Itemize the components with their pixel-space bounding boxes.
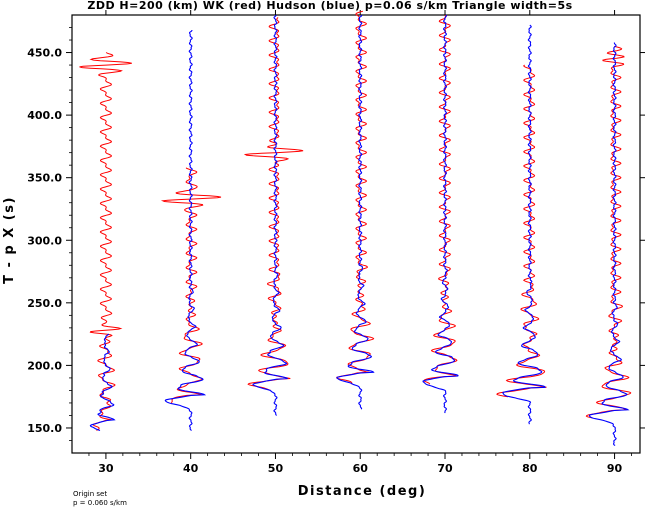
trace-blue-60: [336, 14, 375, 410]
trace-red-70: [423, 14, 458, 385]
trace-red-50: [243, 17, 304, 391]
x-tick-label: 60: [353, 462, 369, 475]
footnote-origin: Origin set: [73, 490, 107, 498]
chart-title: ZDD H=200 (km) WK (red) Hudson (blue) p=…: [87, 0, 572, 12]
y-axis-title: T - p X (s): [2, 196, 17, 284]
y-tick-label: 200.0: [27, 359, 62, 372]
trace-blue-40: [164, 30, 207, 431]
x-tick-label: 40: [183, 462, 199, 475]
x-tick-label: 80: [522, 462, 538, 475]
y-tick-label: 300.0: [27, 234, 62, 247]
y-tick-label: 350.0: [27, 172, 62, 185]
trace-blue-50: [252, 14, 288, 416]
trace-red-30: [79, 52, 132, 431]
y-tick-label: 250.0: [27, 297, 62, 310]
trace-red-60: [336, 10, 375, 385]
seismogram-traces: [79, 10, 632, 446]
trace-red-90: [585, 45, 632, 419]
trace-blue-70: [422, 14, 459, 414]
y-tick-label: 150.0: [27, 422, 62, 435]
x-tick-label: 30: [98, 462, 114, 475]
y-tick-label: 400.0: [27, 109, 62, 122]
x-tick-label: 70: [437, 462, 453, 475]
trace-red-80: [496, 64, 547, 398]
plot-frame: [71, 14, 641, 454]
trace-blue-80: [502, 24, 546, 425]
x-axis-title: Distance (deg): [298, 484, 427, 499]
footnote-p: p = 0.060 s/km: [73, 499, 127, 507]
y-tick-label: 450.0: [27, 47, 62, 60]
y-axis-ticks: 150.0 200.0 250.0 300.0 350.0 400.0 450.0: [27, 27, 645, 441]
x-tick-label: 90: [607, 462, 623, 475]
trace-blue-90: [588, 42, 630, 446]
x-tick-label: 50: [268, 462, 284, 475]
trace-blue-30: [89, 333, 116, 432]
